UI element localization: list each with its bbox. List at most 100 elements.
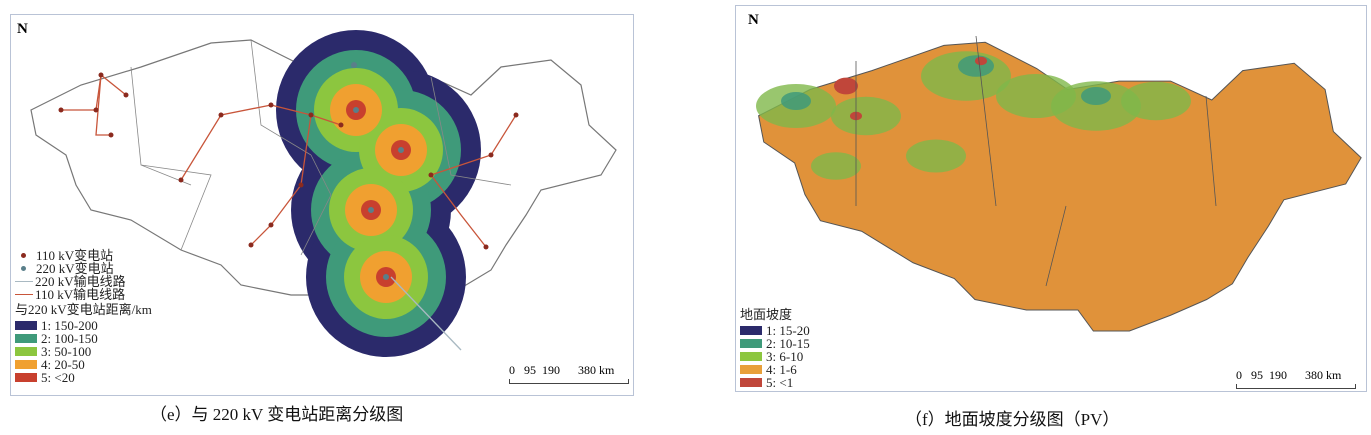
legend-item: 110 kV变电站 [15,249,152,262]
110kv-substation [268,102,274,108]
110kv-substation [98,72,104,78]
slope-class-area [1081,87,1111,105]
legend-item: 1: 15-20 [740,324,810,337]
north-arrow-icon: N [748,12,759,28]
slope-class-area [834,77,858,95]
legend: 地面坡度 1: 15-20 2: 10-15 3: 6-10 4: 1-6 5: <1 [740,306,810,389]
legend-label: 110 kV输电线路 [35,287,126,302]
color-swatch [15,334,37,343]
slope-map [756,35,1362,332]
slope-class-area [831,96,901,136]
legend-item: 5: <20 [15,371,152,384]
legend-item: 2: 10-15 [740,337,810,350]
110kv-substation [108,132,114,138]
legend-label: 1: 15-20 [766,323,810,338]
color-swatch [15,347,37,356]
province-boundary [300,154,332,256]
province-boundary [1045,205,1067,287]
110kv-substation [248,242,254,248]
220kv-substation [353,107,359,113]
legend-label: 110 kV变电站 [36,248,114,263]
legend-label: 220 kV输电线路 [35,274,126,289]
110kv-substation [488,152,494,158]
legend-item: 220 kV变电站 [15,262,152,275]
slope-class-area [906,139,966,173]
110kv-substation [123,92,129,98]
map-panel-slope: N 地面坡度 1: 15-20 2: 10-15 3: 6-10 4: 1-6 5: <1… [735,5,1367,392]
province-boundary [250,39,312,156]
legend-item: 3: 6-10 [740,350,810,363]
slope-class-area [811,152,861,180]
slope-class-area [958,55,994,77]
legend-label: 5: <20 [41,370,75,385]
scale-bar: 0 95 190 380 km [509,363,629,384]
legend-label: 3: 50-100 [41,344,92,359]
legend-label: 2: 100-150 [41,331,98,346]
legend-label: 4: 20-50 [41,357,85,372]
color-swatch [740,352,762,361]
110kv-substation [483,244,489,250]
110kv-substation [298,182,304,188]
110kv-substation [93,107,99,113]
scale-bar: 0 95 190 380 km [1236,368,1356,389]
220kv-line [390,276,462,351]
110kv-substation [428,172,434,178]
province-boundary [140,164,212,251]
north-arrow-icon: N [17,21,28,37]
line-icon [15,293,33,296]
slope-class-area [1121,81,1191,121]
legend-label: 4: 1-6 [766,362,797,377]
slope-class-area [975,56,987,66]
110kv-substation [513,112,519,118]
110kv-line [95,74,111,136]
distance-map [30,30,617,357]
220kv-substation [351,62,357,68]
legend-item: 220 kV输电线路 [15,275,152,288]
legend-item: 4: 1-6 [740,363,810,376]
caption-f: （f）地面坡度分级图（PV） [905,410,1120,429]
color-swatch [740,339,762,348]
legend-label: 220 kV变电站 [36,261,114,276]
legend-item: 110 kV输电线路 [15,288,152,301]
province-boundary [975,35,997,207]
color-swatch [15,373,37,382]
legend-label: 1: 150-200 [41,318,98,333]
substation-dot-icon [21,266,26,271]
color-swatch [15,360,37,369]
color-swatch [740,378,762,387]
110kv-line [61,73,127,111]
110kv-line [430,174,487,248]
legend-item: 4: 20-50 [15,358,152,371]
map-panel-distance: N 110 kV变电站 220 kV变电站 220 kV输电线路 110 kV输电线路… [10,14,634,396]
110kv-line [250,114,312,246]
legend-item: 3: 50-100 [15,345,152,358]
color-swatch [15,321,37,330]
province-boundary [430,76,512,186]
110kv-substation [178,177,184,183]
110kv-substation [338,122,344,128]
slope-class-area [1051,81,1141,131]
110kv-substation [218,112,224,118]
legend-item: 5: <1 [740,376,810,389]
line-icon [15,280,33,283]
substation-dot-icon [21,253,26,258]
legend: 110 kV变电站 220 kV变电站 220 kV输电线路 110 kV输电线路 与2… [15,249,152,384]
color-swatch [740,365,762,374]
color-swatch [740,326,762,335]
legend-item: 2: 100-150 [15,332,152,345]
slope-class-area [781,92,811,110]
110kv-substation [268,222,274,228]
220kv-substation [368,207,374,213]
legend-label: 2: 10-15 [766,336,810,351]
220kv-substation [383,274,389,280]
legend-label: 3: 6-10 [766,349,804,364]
caption-e: （e）与 220 kV 变电站距离分级图 [150,405,404,424]
legend-label: 5: <1 [766,375,794,390]
220kv-substation [398,147,404,153]
province-boundary [1205,95,1217,207]
legend-title: 地面坡度 [740,307,793,322]
legend-item: 1: 150-200 [15,319,152,332]
110kv-substation [58,107,64,113]
legend-title: 与220 kV变电站距离/km [15,302,152,317]
110kv-substation [308,112,314,118]
